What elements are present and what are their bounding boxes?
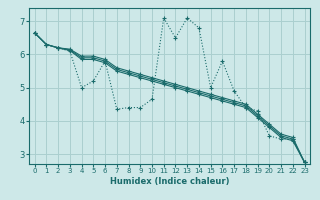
X-axis label: Humidex (Indice chaleur): Humidex (Indice chaleur) — [110, 177, 229, 186]
